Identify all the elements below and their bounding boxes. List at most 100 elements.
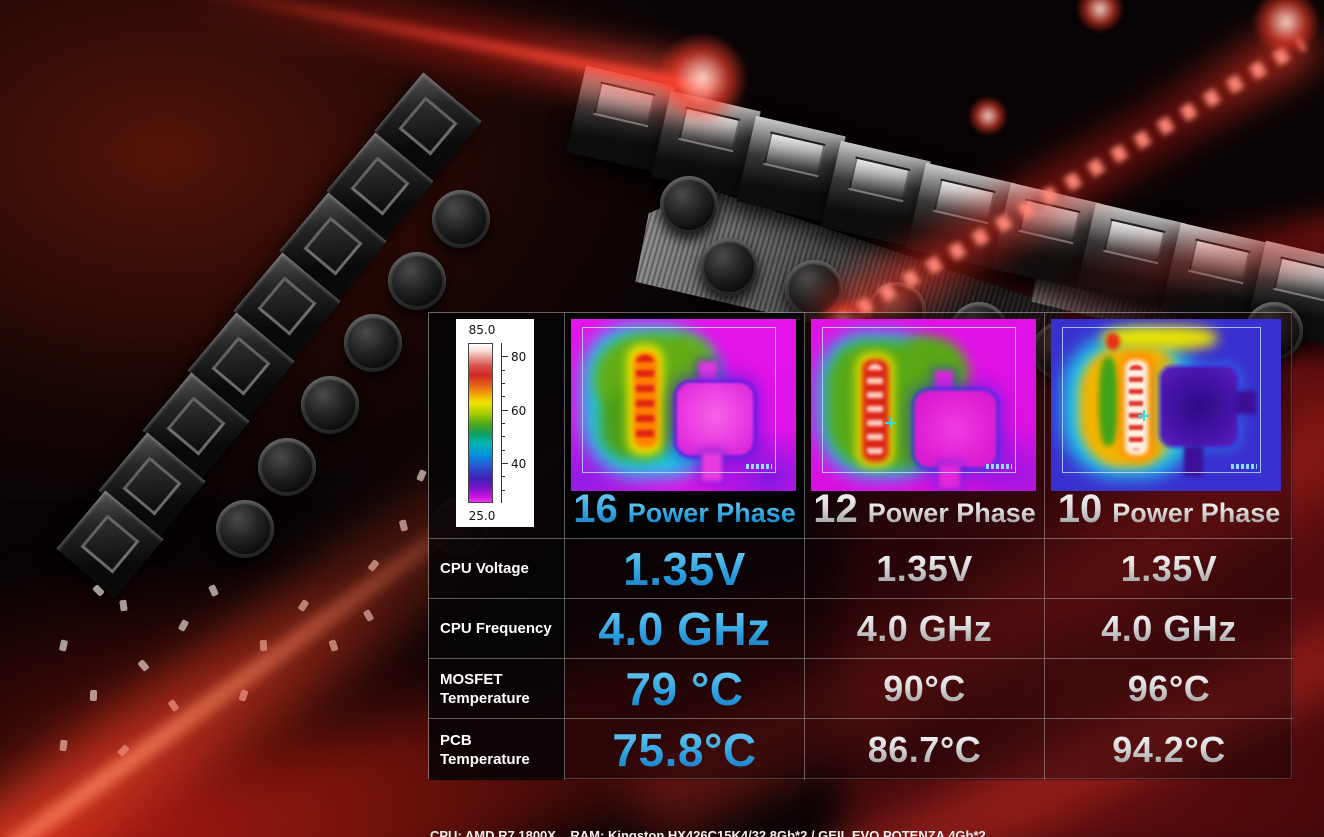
value-text: 96°C (1127, 667, 1211, 709)
thermal-hot-spots (636, 355, 655, 445)
row-label-mosfet-temperature: MOSFET Temperature (429, 659, 565, 719)
phase-text: Power Phase (867, 498, 1036, 528)
test-setup-footer: CPU: AMD R7 1800X RAM: Kingston HX426C15… (430, 786, 1181, 837)
thermal-image-12-phase (811, 319, 1036, 491)
scale-tick-major (501, 463, 508, 464)
thermal-watermark (1231, 464, 1257, 469)
scale-min-label: 25.0 (468, 509, 496, 523)
scale-max-label: 85.0 (468, 323, 496, 337)
scale-tick-label: 80 (511, 350, 527, 365)
phase-number: 12 (813, 487, 858, 531)
cpu-frequency-16-phase: 4.0 GHz (565, 599, 805, 659)
capacitor (301, 376, 359, 434)
phase-label-10: 10 Power Phase (1045, 487, 1293, 532)
mosfet-temperature-16-phase: 79 °C (565, 659, 805, 719)
value-text: 1.35V (623, 542, 746, 595)
thermal-watermark (746, 464, 772, 469)
scale-tick-label: 40 (511, 457, 527, 471)
thermal-image-10-phase (1051, 319, 1281, 491)
column-16-phase-header-cell: 16 Power Phase (565, 313, 805, 539)
capacitor (258, 438, 316, 496)
red-glow-point (656, 32, 748, 124)
phase-label-16: 16 Power Phase (565, 487, 804, 532)
row-label-text: PCB (440, 731, 472, 749)
crosshair-marker (885, 417, 897, 429)
value-text: 90°C (883, 667, 966, 709)
value-text: 86.7°C (867, 728, 982, 770)
row-label-text: MOSFET (440, 670, 503, 688)
scale-tick-minor (501, 476, 505, 478)
capacitor (660, 176, 718, 234)
capacitor (388, 252, 446, 310)
pcb-temperature-16-phase: 75.8°C (565, 719, 805, 780)
scale-tick-minor (501, 449, 505, 451)
phase-text: Power Phase (1112, 498, 1281, 528)
cpu-voltage-12-phase: 1.35V (805, 539, 1045, 599)
thermal-image-16-phase (571, 319, 796, 491)
pcb-temperature-12-phase: 86.7°C (805, 719, 1045, 780)
thermal-hot-spots (1129, 365, 1143, 450)
cpu-frequency-12-phase: 4.0 GHz (805, 599, 1045, 659)
phase-label-12: 12 Power Phase (805, 487, 1044, 532)
value-text: 4.0 GHz (856, 607, 993, 649)
scale-tick-minor (501, 369, 505, 371)
row-label-pcb-temperature: PCB Temperature (429, 719, 565, 780)
scale-tick-minor (501, 383, 505, 384)
row-label-text: CPU Frequency (440, 620, 552, 637)
value-text: 4.0 GHz (598, 602, 771, 655)
capacitor (344, 314, 402, 372)
cpu-frequency-10-phase: 4.0 GHz (1045, 599, 1293, 659)
red-glow-point (1076, 0, 1124, 33)
row-label-text: Temperature (440, 689, 530, 707)
crosshair-marker (1138, 410, 1150, 422)
mosfet-temperature-10-phase: 96°C (1045, 659, 1293, 719)
smd-pad (119, 599, 128, 612)
test-setup-line-1: CPU: AMD R7 1800X RAM: Kingston HX426C15… (430, 828, 986, 837)
thermal-package-tab (1235, 391, 1256, 414)
thermal-color-scale: 85.0 25.0 80 60 40 (456, 319, 534, 527)
thermal-hot-spots (867, 363, 883, 457)
mosfet-temperature-12-phase: 90°C (805, 659, 1045, 719)
phase-number: 10 (1057, 487, 1103, 531)
thermal-red-dot (1106, 332, 1120, 350)
smd-pad (89, 689, 98, 702)
thermal-roi-box (582, 327, 776, 473)
scale-tick-major (501, 356, 508, 358)
cpu-voltage-10-phase: 1.35V (1045, 539, 1293, 599)
thermal-watermark (986, 464, 1012, 469)
scale-tick-minor (501, 436, 505, 438)
thermal-package-square (676, 382, 754, 455)
power-phase-comparison-panel: 85.0 25.0 80 60 40 16 P (428, 312, 1293, 780)
thermal-package-square (1161, 367, 1238, 447)
row-label-text: CPU Voltage (440, 560, 529, 577)
pcb-temperature-10-phase: 94.2°C (1045, 719, 1293, 780)
capacitor (216, 500, 274, 558)
thermal-package-tab (934, 370, 953, 395)
scale-tick-major (501, 409, 508, 411)
thermal-package-square (914, 391, 996, 467)
thermal-package-stem (701, 453, 722, 481)
phase-number: 16 (573, 487, 618, 531)
red-glow-point (968, 96, 1008, 136)
scale-tick-minor (501, 396, 505, 398)
color-scale-cell: 85.0 25.0 80 60 40 (429, 313, 565, 539)
value-text: 1.35V (1120, 547, 1218, 589)
column-10-phase-header-cell: 10 Power Phase (1045, 313, 1293, 539)
value-text: 75.8°C (612, 723, 757, 776)
thermal-green-sliver (1099, 356, 1118, 447)
value-text: 4.0 GHz (1101, 607, 1237, 649)
scale-tick-minor (501, 489, 505, 491)
red-glow-point (1252, 0, 1320, 56)
scale-tick-minor (501, 423, 505, 424)
thermal-package-stem (1184, 446, 1203, 476)
row-label-text: Temperature (440, 750, 530, 768)
phase-text: Power Phase (627, 498, 796, 528)
scale-gradient-bar (468, 343, 493, 503)
capacitor (432, 190, 490, 248)
row-label-cpu-frequency: CPU Frequency (429, 599, 565, 659)
value-text: 94.2°C (1112, 728, 1226, 770)
column-12-phase-header-cell: 12 Power Phase (805, 313, 1045, 539)
thermal-roi-box (822, 327, 1016, 473)
capacitor (700, 238, 758, 296)
